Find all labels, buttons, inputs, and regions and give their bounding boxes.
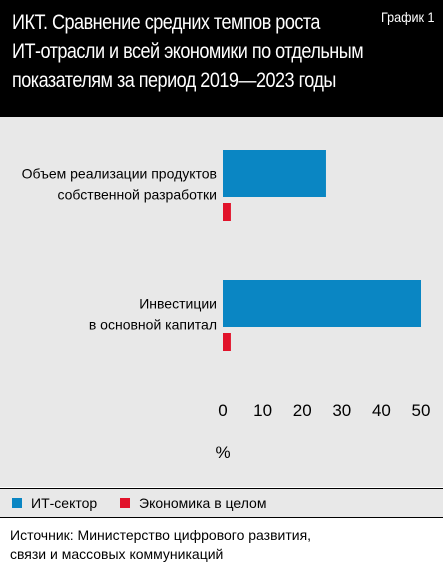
x-axis-label: %	[215, 443, 230, 462]
legend-label-economy: Экономика в целом	[139, 495, 267, 511]
category-label-2-line-2: в основной капитал	[89, 317, 217, 333]
x-tick-label-30: 30	[332, 401, 351, 420]
bar-chart: Объем реализации продуктов собственной ра…	[22, 150, 431, 462]
legend: ИТ-сектор Экономика в целом	[0, 488, 443, 518]
legend-label-it-sector: ИТ-сектор	[31, 495, 98, 511]
x-tick-label-0: 0	[218, 401, 227, 420]
category-label-2-line-1: Инвестиции	[139, 296, 217, 312]
legend-item-economy: Экономика в целом	[120, 493, 266, 513]
bar-it-sector-2	[223, 280, 421, 327]
source-note: Источник: Министерство цифрового развити…	[10, 526, 430, 564]
source-line-1: Источник: Министерство цифрового развити…	[10, 527, 312, 543]
x-tick-label-20: 20	[293, 401, 312, 420]
chart-number-badge: График 1	[381, 9, 435, 25]
x-tick-label-40: 40	[372, 401, 391, 420]
x-tick-label-50: 50	[412, 401, 431, 420]
plot-area: Объем реализации продуктов собственной ра…	[0, 117, 443, 487]
source-line-2: связи и массовых коммуникаций	[10, 546, 224, 562]
legend-item-it-sector: ИТ-сектор	[12, 493, 97, 513]
chart-title: ИКТ. Сравнение средних темпов роста ИТ-о…	[12, 8, 364, 95]
chart-header: ИКТ. Сравнение средних темпов роста ИТ-о…	[0, 0, 443, 117]
legend-swatch-it-sector	[12, 498, 22, 508]
chart-title-line-2: ИТ-отрасли и всей экономики по отдельным	[12, 40, 364, 63]
chart-title-line-1: ИКТ. Сравнение средних темпов роста	[12, 11, 320, 34]
chart-title-line-3: показателям за период 2019—2023 годы	[12, 69, 336, 92]
category-label-1-line-1: Объем реализации продуктов	[22, 166, 217, 182]
category-label-1-line-2: собственной разработки	[57, 187, 217, 203]
bar-economy-2	[223, 333, 231, 351]
x-tick-label-10: 10	[253, 401, 272, 420]
bar-economy-1	[223, 203, 231, 221]
bar-it-sector-1	[223, 150, 326, 197]
legend-swatch-economy	[120, 498, 130, 508]
